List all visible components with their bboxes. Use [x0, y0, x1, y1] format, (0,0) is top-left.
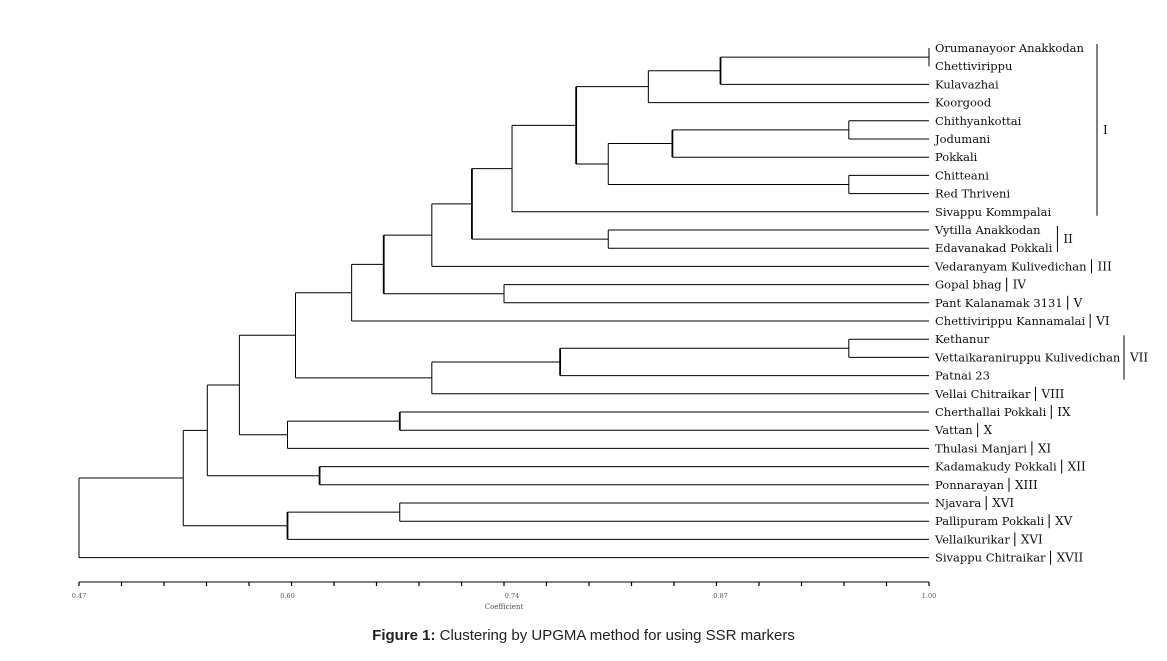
leaf-label: Edavanakad Pokkali	[935, 241, 1053, 255]
x-axis-title: Coefficient	[485, 603, 524, 611]
group-label: VI	[1095, 314, 1110, 328]
leaf-label: Kadamakudy Pokkali	[935, 460, 1057, 474]
leaf-label: Njavara	[935, 496, 981, 510]
group-label: IX	[1057, 405, 1071, 419]
leaf-label: Vattan	[934, 423, 973, 437]
leaf-label: Vedaranyam Kulivedichan	[934, 259, 1087, 273]
figure-caption: Figure 1: Clustering by UPGMA method for…	[0, 627, 1167, 644]
group-label: III	[1098, 259, 1112, 273]
leaf-label: Pokkali	[935, 150, 978, 164]
leaf-label: Chettivirippu Kannamalai	[935, 314, 1085, 328]
group-label: VII	[1129, 350, 1148, 364]
leaf-label: Orumanayoor Anakkodan	[935, 41, 1084, 55]
group-label: IV	[1013, 278, 1027, 292]
leaf-label: Kulavazhai	[935, 77, 999, 91]
group-label: XV	[1055, 514, 1073, 528]
group-label: XIII	[1015, 478, 1038, 492]
group-label: XVII	[1057, 551, 1084, 565]
leaf-label: Vytilla Anakkodan	[934, 223, 1041, 237]
leaf-label: Gopal bhag	[935, 278, 1002, 292]
leaf-label: Ponnarayan	[935, 478, 1005, 492]
dendrogram-chart: Orumanayoor Anakkodan Chettivirippu Kulava…	[72, 41, 1149, 611]
caption-text: Clustering by UPGMA method for using SSR…	[435, 627, 795, 644]
x-tick-label: 0.60	[280, 592, 294, 600]
group-label: XII	[1068, 460, 1086, 474]
leaf-label: Thulasi Manjari	[935, 441, 1027, 455]
x-tick-label: 0.47	[72, 592, 86, 600]
leaf-labels: Orumanayoor Anakkodan Chettivirippu Kulava…	[934, 41, 1121, 565]
leaf-label: Sivappu Kommpalai	[935, 205, 1051, 219]
group-label: VIII	[1040, 387, 1064, 401]
group-label: XI	[1038, 441, 1052, 455]
group-label: XVI	[992, 496, 1014, 510]
x-tick-label: 0.74	[505, 592, 519, 600]
leaf-label: Pallipuram Pokkali	[935, 514, 1044, 528]
group-label: I	[1103, 123, 1108, 137]
leaf-label: Jodumani	[934, 132, 990, 146]
group-label: V	[1073, 296, 1083, 310]
leaf-label: Koorgood	[935, 96, 992, 110]
leaf-label: Chithyankottai	[935, 114, 1022, 128]
caption-prefix: Figure 1:	[372, 627, 436, 644]
leaf-label: Red Thriveni	[935, 187, 1010, 201]
group-label: II	[1063, 232, 1073, 246]
group-label: X	[984, 423, 993, 437]
leaf-label: Vellai Chitraikar	[934, 387, 1031, 401]
leaf-label: Chitteani	[935, 168, 989, 182]
x-tick-label: 0.87	[713, 592, 727, 600]
leaf-label: Patnai 23	[935, 369, 990, 383]
x-tick-label: 1.00	[922, 592, 936, 600]
leaf-label: Vettaikaraniruppu Kulivedichan	[934, 350, 1121, 364]
leaf-label: Vellaikurikar	[934, 532, 1010, 546]
leaf-label: Pant Kalanamak 3131	[935, 296, 1063, 310]
x-axis: Coefficient 0.47 0.60 0.74 0.87 1.00	[72, 581, 936, 611]
cluster-groups: IIIIIIIVVVIVIIVIIIIXXXIXIIXIIIXVIXVXVIXV…	[977, 44, 1148, 565]
leaf-label: Kethanur	[935, 332, 990, 346]
group-label: XVI	[1021, 532, 1043, 546]
dendrogram-links	[78, 48, 930, 559]
leaf-label: Sivappu Chitraikar	[935, 551, 1046, 565]
leaf-label: Chettivirippu	[935, 59, 1012, 73]
leaf-label: Cherthallai Pokkali	[935, 405, 1047, 419]
